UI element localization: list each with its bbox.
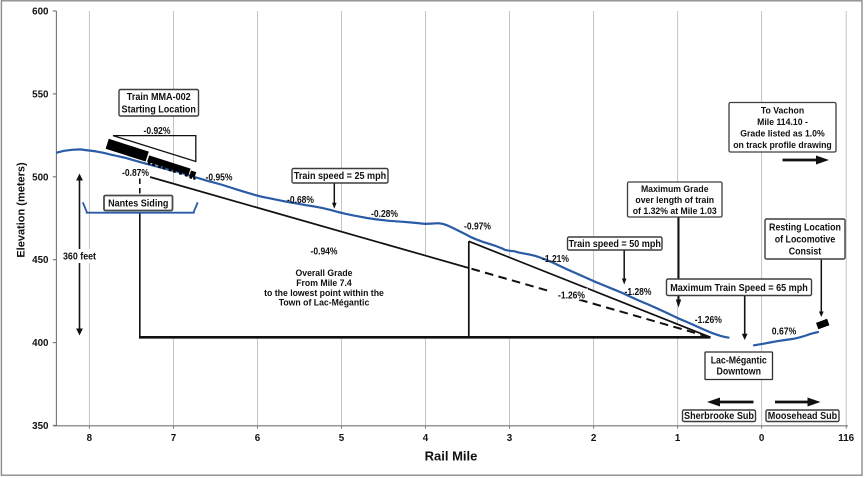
svg-text:Starting Location: Starting Location bbox=[122, 105, 196, 116]
svg-text:-1.26%: -1.26% bbox=[558, 291, 585, 302]
svg-text:Maximum Train Speed = 65 mph: Maximum Train Speed = 65 mph bbox=[670, 283, 808, 294]
svg-text:3: 3 bbox=[507, 433, 513, 444]
svg-text:Downtown: Downtown bbox=[717, 367, 761, 378]
svg-text:on track profile drawing: on track profile drawing bbox=[733, 140, 832, 151]
svg-text:400: 400 bbox=[32, 338, 49, 349]
svg-text:-1.28%: -1.28% bbox=[625, 287, 652, 298]
svg-text:0: 0 bbox=[759, 433, 765, 444]
svg-text:360 feet: 360 feet bbox=[63, 252, 97, 263]
svg-text:Elevation (meters): Elevation (meters) bbox=[16, 162, 28, 258]
svg-text:-1.21%: -1.21% bbox=[542, 254, 569, 265]
svg-text:Maximum Grade: Maximum Grade bbox=[641, 184, 709, 195]
svg-text:1: 1 bbox=[675, 433, 681, 444]
svg-text:to the lowest point within the: to the lowest point within the bbox=[264, 288, 384, 299]
svg-text:8: 8 bbox=[87, 433, 93, 444]
svg-text:Resting Location: Resting Location bbox=[769, 222, 841, 233]
svg-text:Train speed = 25 mph: Train speed = 25 mph bbox=[294, 171, 386, 182]
svg-text:From Mile 7.4: From Mile 7.4 bbox=[296, 278, 352, 289]
svg-text:Mile 114.10 -: Mile 114.10 - bbox=[757, 117, 808, 128]
svg-text:7: 7 bbox=[171, 433, 177, 444]
svg-text:6: 6 bbox=[255, 433, 261, 444]
svg-text:-0.97%: -0.97% bbox=[464, 222, 491, 233]
svg-text:of 1.32% at Mile 1.03: of 1.32% at Mile 1.03 bbox=[633, 206, 717, 217]
svg-text:-0.87%: -0.87% bbox=[122, 168, 149, 179]
svg-text:-0.28%: -0.28% bbox=[371, 209, 398, 220]
svg-text:Train speed = 50 mph: Train speed = 50 mph bbox=[569, 239, 661, 250]
svg-text:2: 2 bbox=[591, 433, 597, 444]
svg-text:of Locomotive: of Locomotive bbox=[775, 234, 836, 245]
svg-text:To Vachon: To Vachon bbox=[761, 105, 804, 116]
svg-text:4: 4 bbox=[423, 433, 429, 444]
svg-text:Train MMA-002: Train MMA-002 bbox=[127, 92, 191, 103]
svg-text:0.67%: 0.67% bbox=[772, 327, 797, 338]
svg-text:116: 116 bbox=[838, 433, 854, 444]
svg-text:over length of train: over length of train bbox=[635, 195, 714, 206]
svg-text:Lac-Mégantic: Lac-Mégantic bbox=[711, 356, 768, 367]
svg-text:-0.95%: -0.95% bbox=[206, 173, 233, 184]
svg-text:550: 550 bbox=[32, 89, 49, 100]
svg-text:Town of Lac-Mégantic: Town of Lac-Mégantic bbox=[279, 298, 370, 309]
svg-text:5: 5 bbox=[339, 433, 345, 444]
svg-text:350: 350 bbox=[32, 421, 49, 432]
svg-text:Grade listed as 1.0%: Grade listed as 1.0% bbox=[740, 128, 825, 139]
svg-text:Nantes Siding: Nantes Siding bbox=[108, 199, 168, 210]
svg-text:Rail Mile: Rail Mile bbox=[425, 449, 478, 464]
svg-text:-1.26%: -1.26% bbox=[695, 315, 722, 326]
svg-text:Sherbrooke Sub: Sherbrooke Sub bbox=[684, 411, 754, 422]
svg-text:500: 500 bbox=[32, 172, 49, 183]
svg-text:Consist: Consist bbox=[789, 246, 822, 257]
svg-text:-0.68%: -0.68% bbox=[287, 195, 314, 206]
svg-text:Moosehead Sub: Moosehead Sub bbox=[768, 411, 837, 422]
svg-text:-0.92%: -0.92% bbox=[144, 126, 171, 137]
svg-text:-0.94%: -0.94% bbox=[311, 246, 338, 257]
svg-text:Overall Grade: Overall Grade bbox=[296, 268, 353, 279]
svg-text:450: 450 bbox=[32, 255, 49, 266]
svg-text:600: 600 bbox=[32, 7, 49, 18]
